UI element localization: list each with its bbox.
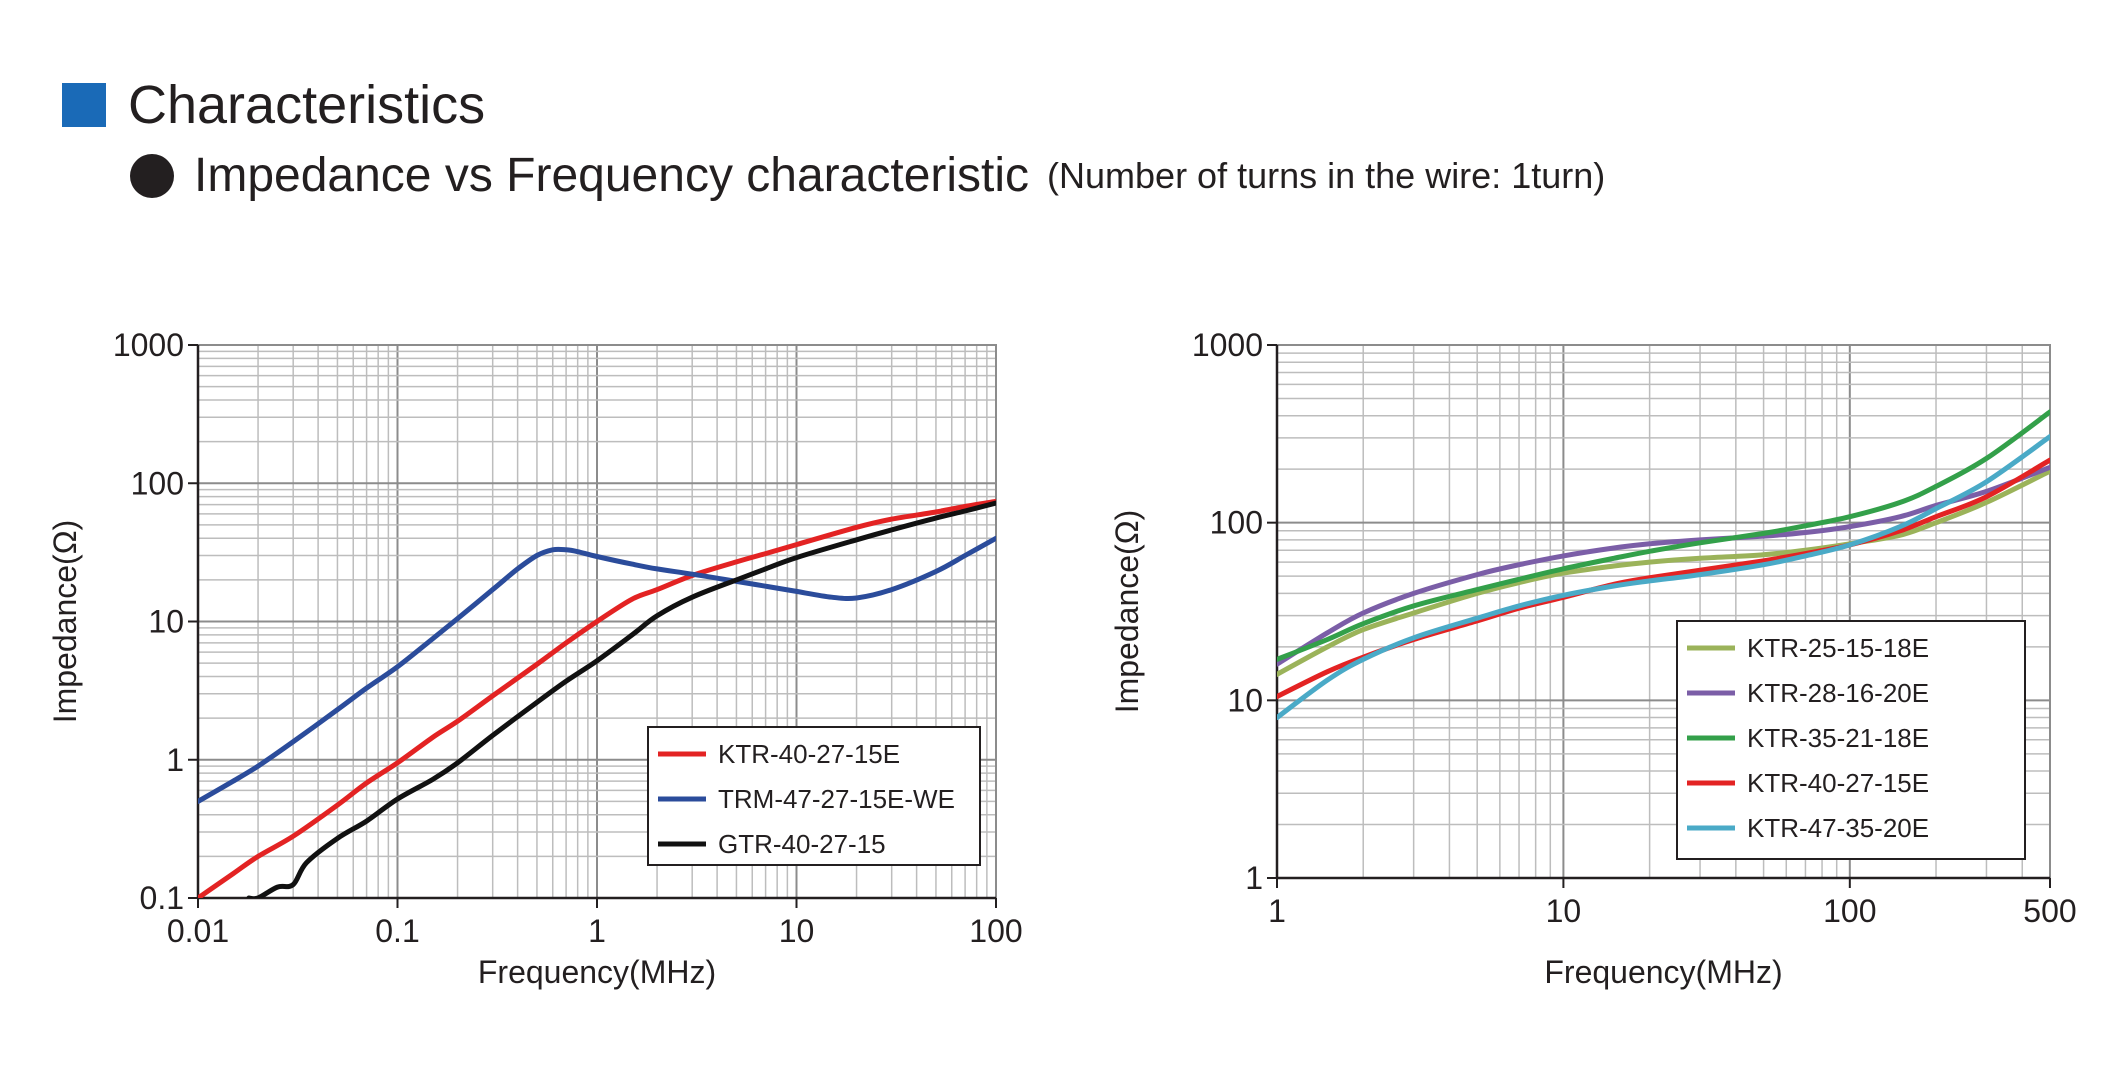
x-tick-label: 100 (969, 913, 1022, 949)
legend-label: KTR-40-27-15E (718, 739, 900, 769)
section-header: Characteristics (62, 70, 485, 140)
x-tick-label: 1 (588, 913, 606, 949)
x-tick-label: 500 (2023, 893, 2076, 929)
y-axis-label: Impedance(Ω) (47, 520, 83, 724)
series-line-ktr-25-15-18e (1277, 468, 2050, 677)
y-tick-label: 10 (1227, 682, 1263, 718)
subheader: Impedance vs Frequency characteristic (N… (130, 146, 1605, 206)
y-tick-label: 100 (1210, 505, 1263, 541)
x-tick-label: 1 (1268, 893, 1286, 929)
bullet-dot-icon (130, 154, 174, 198)
y-tick-label: 100 (131, 465, 184, 501)
section-title: Characteristics (128, 75, 486, 135)
chart-subtitle-note: (Number of turns in the wire: 1turn) (1047, 155, 1606, 196)
x-tick-label: 100 (1823, 893, 1876, 929)
series-line-ktr-35-21-18e (1277, 409, 2050, 662)
legend-label: KTR-40-27-15E (1747, 768, 1929, 798)
series-line-gtr-40-27-15 (246, 500, 996, 898)
legend-label: KTR-28-16-20E (1747, 678, 1929, 708)
x-tick-label: 0.01 (167, 913, 229, 949)
legend: KTR-40-27-15E TRM-47-27-15E-WE GTR-40-27-1… (647, 726, 981, 866)
legend-label: KTR-35-21-18E (1747, 723, 1929, 753)
x-tick-label: 10 (1546, 893, 1582, 929)
legend-label: GTR-40-27-15 (718, 829, 886, 859)
right-chart: 1 10 100 1000 1 10 100 500 Frequency(MHz) Impedan… (1109, 327, 2077, 990)
series-line-trm-47-27-15e-we (198, 535, 996, 804)
series-line-ktr-47-35-20e (1277, 434, 2050, 721)
y-tick-label: 0.1 (140, 880, 184, 916)
chart-subtitle: Impedance vs Frequency characteristic (194, 149, 1030, 202)
x-axis-label: Frequency(MHz) (1544, 954, 1782, 990)
x-tick-label: 0.1 (375, 913, 419, 949)
y-tick-label: 1000 (1192, 327, 1263, 363)
legend: KTR-25-15-18E KTR-28-16-20E KTR-35-21-18E K… (1676, 620, 2026, 860)
x-axis-label: Frequency(MHz) (478, 954, 716, 990)
y-tick-label: 1000 (113, 327, 184, 363)
legend-label: KTR-25-15-18E (1747, 633, 1929, 663)
header-square-icon (62, 83, 106, 127)
x-tick-label: 10 (779, 913, 815, 949)
legend-label: KTR-47-35-20E (1747, 813, 1929, 843)
series-line-ktr-40-27-15e (198, 498, 996, 898)
y-tick-label: 10 (148, 604, 184, 640)
legend-label: TRM-47-27-15E-WE (718, 784, 955, 814)
y-axis-label: Impedance(Ω) (1109, 510, 1145, 714)
y-tick-label: 1 (1245, 860, 1263, 896)
series-line-ktr-28-16-20e (1277, 464, 2050, 667)
y-tick-label: 1 (166, 742, 184, 778)
